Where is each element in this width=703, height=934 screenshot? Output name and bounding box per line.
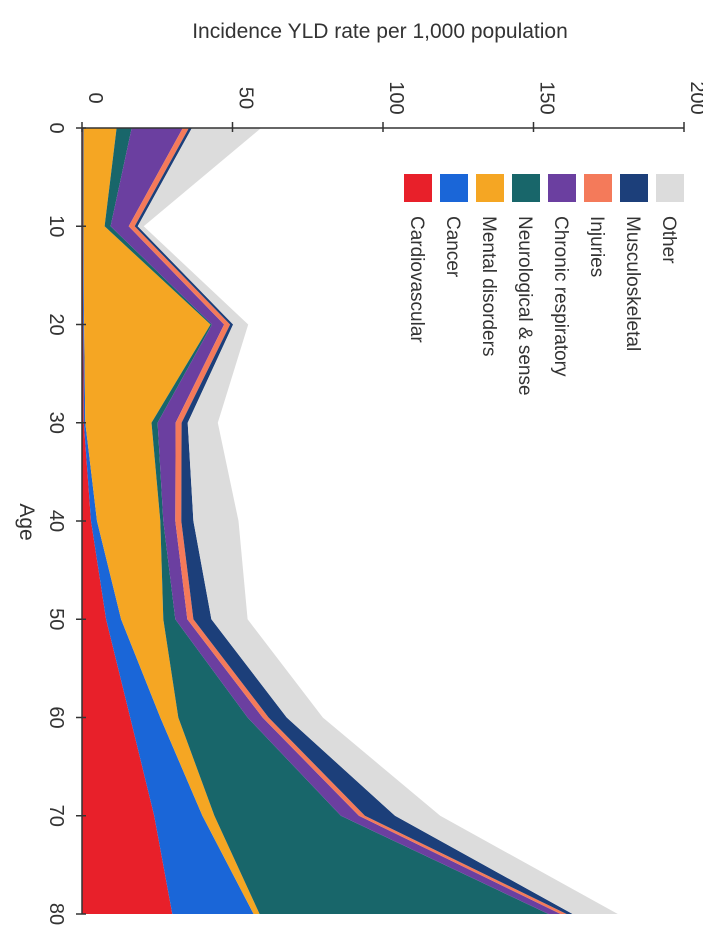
legend-label: Neurological & sense bbox=[514, 216, 535, 396]
age-tick-label: 50 bbox=[45, 608, 67, 630]
legend-swatch bbox=[476, 174, 504, 202]
legend-label: Mental disorders bbox=[478, 216, 499, 356]
age-tick-label: 20 bbox=[45, 313, 67, 335]
legend-label: Chronic respiratory bbox=[550, 216, 571, 377]
area-chronic-respiratory bbox=[110, 128, 561, 914]
age-tick-label: 0 bbox=[45, 122, 67, 133]
age-tick-label: 60 bbox=[45, 706, 67, 728]
value-tick-label: 150 bbox=[536, 81, 558, 114]
age-tick-label: 40 bbox=[45, 510, 67, 532]
age-axis-title: Age bbox=[15, 503, 38, 540]
area-neurological-sense bbox=[104, 128, 549, 914]
value-tick-label: 50 bbox=[235, 87, 257, 109]
area-mental-disorders bbox=[83, 128, 260, 914]
legend-swatch bbox=[404, 174, 432, 202]
legend-swatch bbox=[512, 174, 540, 202]
legend-swatch bbox=[584, 174, 612, 202]
age-tick-label: 70 bbox=[45, 805, 67, 827]
legend-label: Cardiovascular bbox=[406, 216, 427, 343]
legend-swatch bbox=[440, 174, 468, 202]
legend-label: Other bbox=[658, 216, 679, 264]
legend-swatch bbox=[656, 174, 684, 202]
value-tick-label: 100 bbox=[385, 81, 407, 114]
area-other bbox=[137, 128, 618, 914]
area-layers bbox=[82, 128, 618, 914]
age-tick-label: 80 bbox=[45, 903, 67, 925]
value-axis-title: Incidence YLD rate per 1,000 population bbox=[192, 20, 568, 43]
axes: 0 50 100 150 200 0 10 20 30 40 50 60 70 80 bbox=[45, 81, 703, 925]
legend-swatch bbox=[620, 174, 648, 202]
age-tick-label: 30 bbox=[45, 412, 67, 434]
legend-label: Injuries bbox=[586, 216, 607, 277]
legend-swatch bbox=[548, 174, 576, 202]
age-tick-label: 10 bbox=[45, 215, 67, 237]
legend: Other Musculoskeletal Injuries Chronic resp… bbox=[404, 174, 684, 396]
legend-label: Musculoskeletal bbox=[622, 216, 643, 351]
value-tick-label: 200 bbox=[686, 81, 703, 114]
area-cancer bbox=[82, 128, 254, 914]
area-cardiovascular bbox=[82, 128, 173, 914]
legend-label: Cancer bbox=[442, 216, 463, 278]
value-tick-label: 0 bbox=[84, 92, 106, 103]
